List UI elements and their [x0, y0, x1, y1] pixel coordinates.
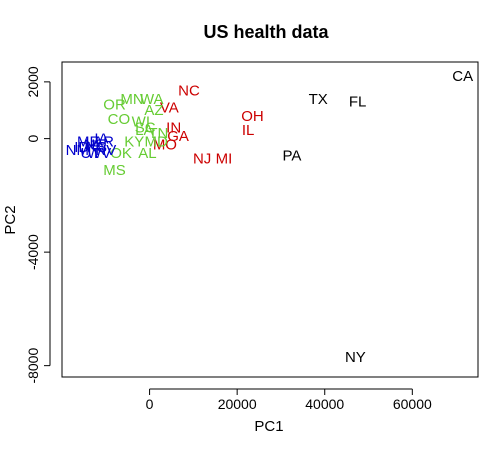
- point-label-ne: NE: [84, 136, 105, 153]
- point-label-tn: TN: [148, 125, 168, 142]
- y-tick-label: -4000: [25, 234, 41, 270]
- y-axis-label: PC2: [2, 205, 19, 234]
- x-tick-label: 20000: [218, 396, 257, 412]
- x-tick-label: 40000: [305, 396, 344, 412]
- point-label-al: AL: [138, 145, 156, 162]
- point-label-ca: CA: [452, 68, 473, 85]
- point-label-tx: TX: [309, 91, 328, 108]
- y-tick-label: -8000: [25, 348, 41, 384]
- point-label-mo: MO: [153, 136, 177, 153]
- point-label-wa: WA: [140, 91, 164, 108]
- point-label-ar: AR: [93, 133, 114, 150]
- point-label-ny: NY: [345, 349, 366, 366]
- point-label-or: OR: [103, 97, 126, 114]
- point-label-ut: UT: [80, 145, 100, 162]
- x-tick-label: 60000: [393, 396, 432, 412]
- point-label-az: AZ: [144, 102, 163, 119]
- chart-title: US health data: [203, 22, 329, 42]
- point-label-va: VA: [160, 99, 179, 116]
- point-label-la: LA: [135, 122, 153, 139]
- point-label-nv: NV: [95, 142, 116, 159]
- point-label-wi: WI: [132, 114, 150, 131]
- point-label-oh: OH: [241, 108, 264, 125]
- point-label-nc: NC: [178, 82, 200, 99]
- y-tick-label: 2000: [25, 66, 41, 97]
- point-label-in: IN: [166, 119, 181, 136]
- point-label-pa: PA: [282, 148, 301, 165]
- point-label-co: CO: [108, 111, 131, 128]
- x-axis: 0 20000 40000 60000: [146, 388, 432, 412]
- point-label-mn: MN: [120, 91, 143, 108]
- point-label-nj: NJ: [193, 150, 211, 167]
- y-tick-label: 0: [25, 135, 41, 143]
- x-tick-label: 0: [146, 396, 154, 412]
- point-label-wv: WV: [87, 145, 111, 162]
- point-label-ms: MS: [103, 162, 126, 179]
- point-label-ok: OK: [110, 145, 132, 162]
- point-label-il: IL: [242, 122, 255, 139]
- point-label-me: ME: [77, 133, 100, 150]
- point-label-ga: GA: [167, 128, 189, 145]
- point-label-ky: KY: [124, 133, 144, 150]
- point-label-id: ID: [74, 139, 89, 156]
- point-label-mi: MI: [216, 150, 233, 167]
- point-label-nm: NM: [66, 142, 89, 159]
- point-label-fl: FL: [349, 94, 367, 111]
- point-label-sc: SC: [135, 119, 156, 136]
- y-axis: 2000 0 -4000 -8000: [25, 66, 51, 384]
- x-axis-label: PC1: [254, 418, 283, 435]
- plot-frame: [61, 61, 479, 378]
- point-label-ia: IA: [94, 131, 108, 148]
- point-label-md: MD: [144, 133, 167, 150]
- point-label-ks: KS: [87, 139, 107, 156]
